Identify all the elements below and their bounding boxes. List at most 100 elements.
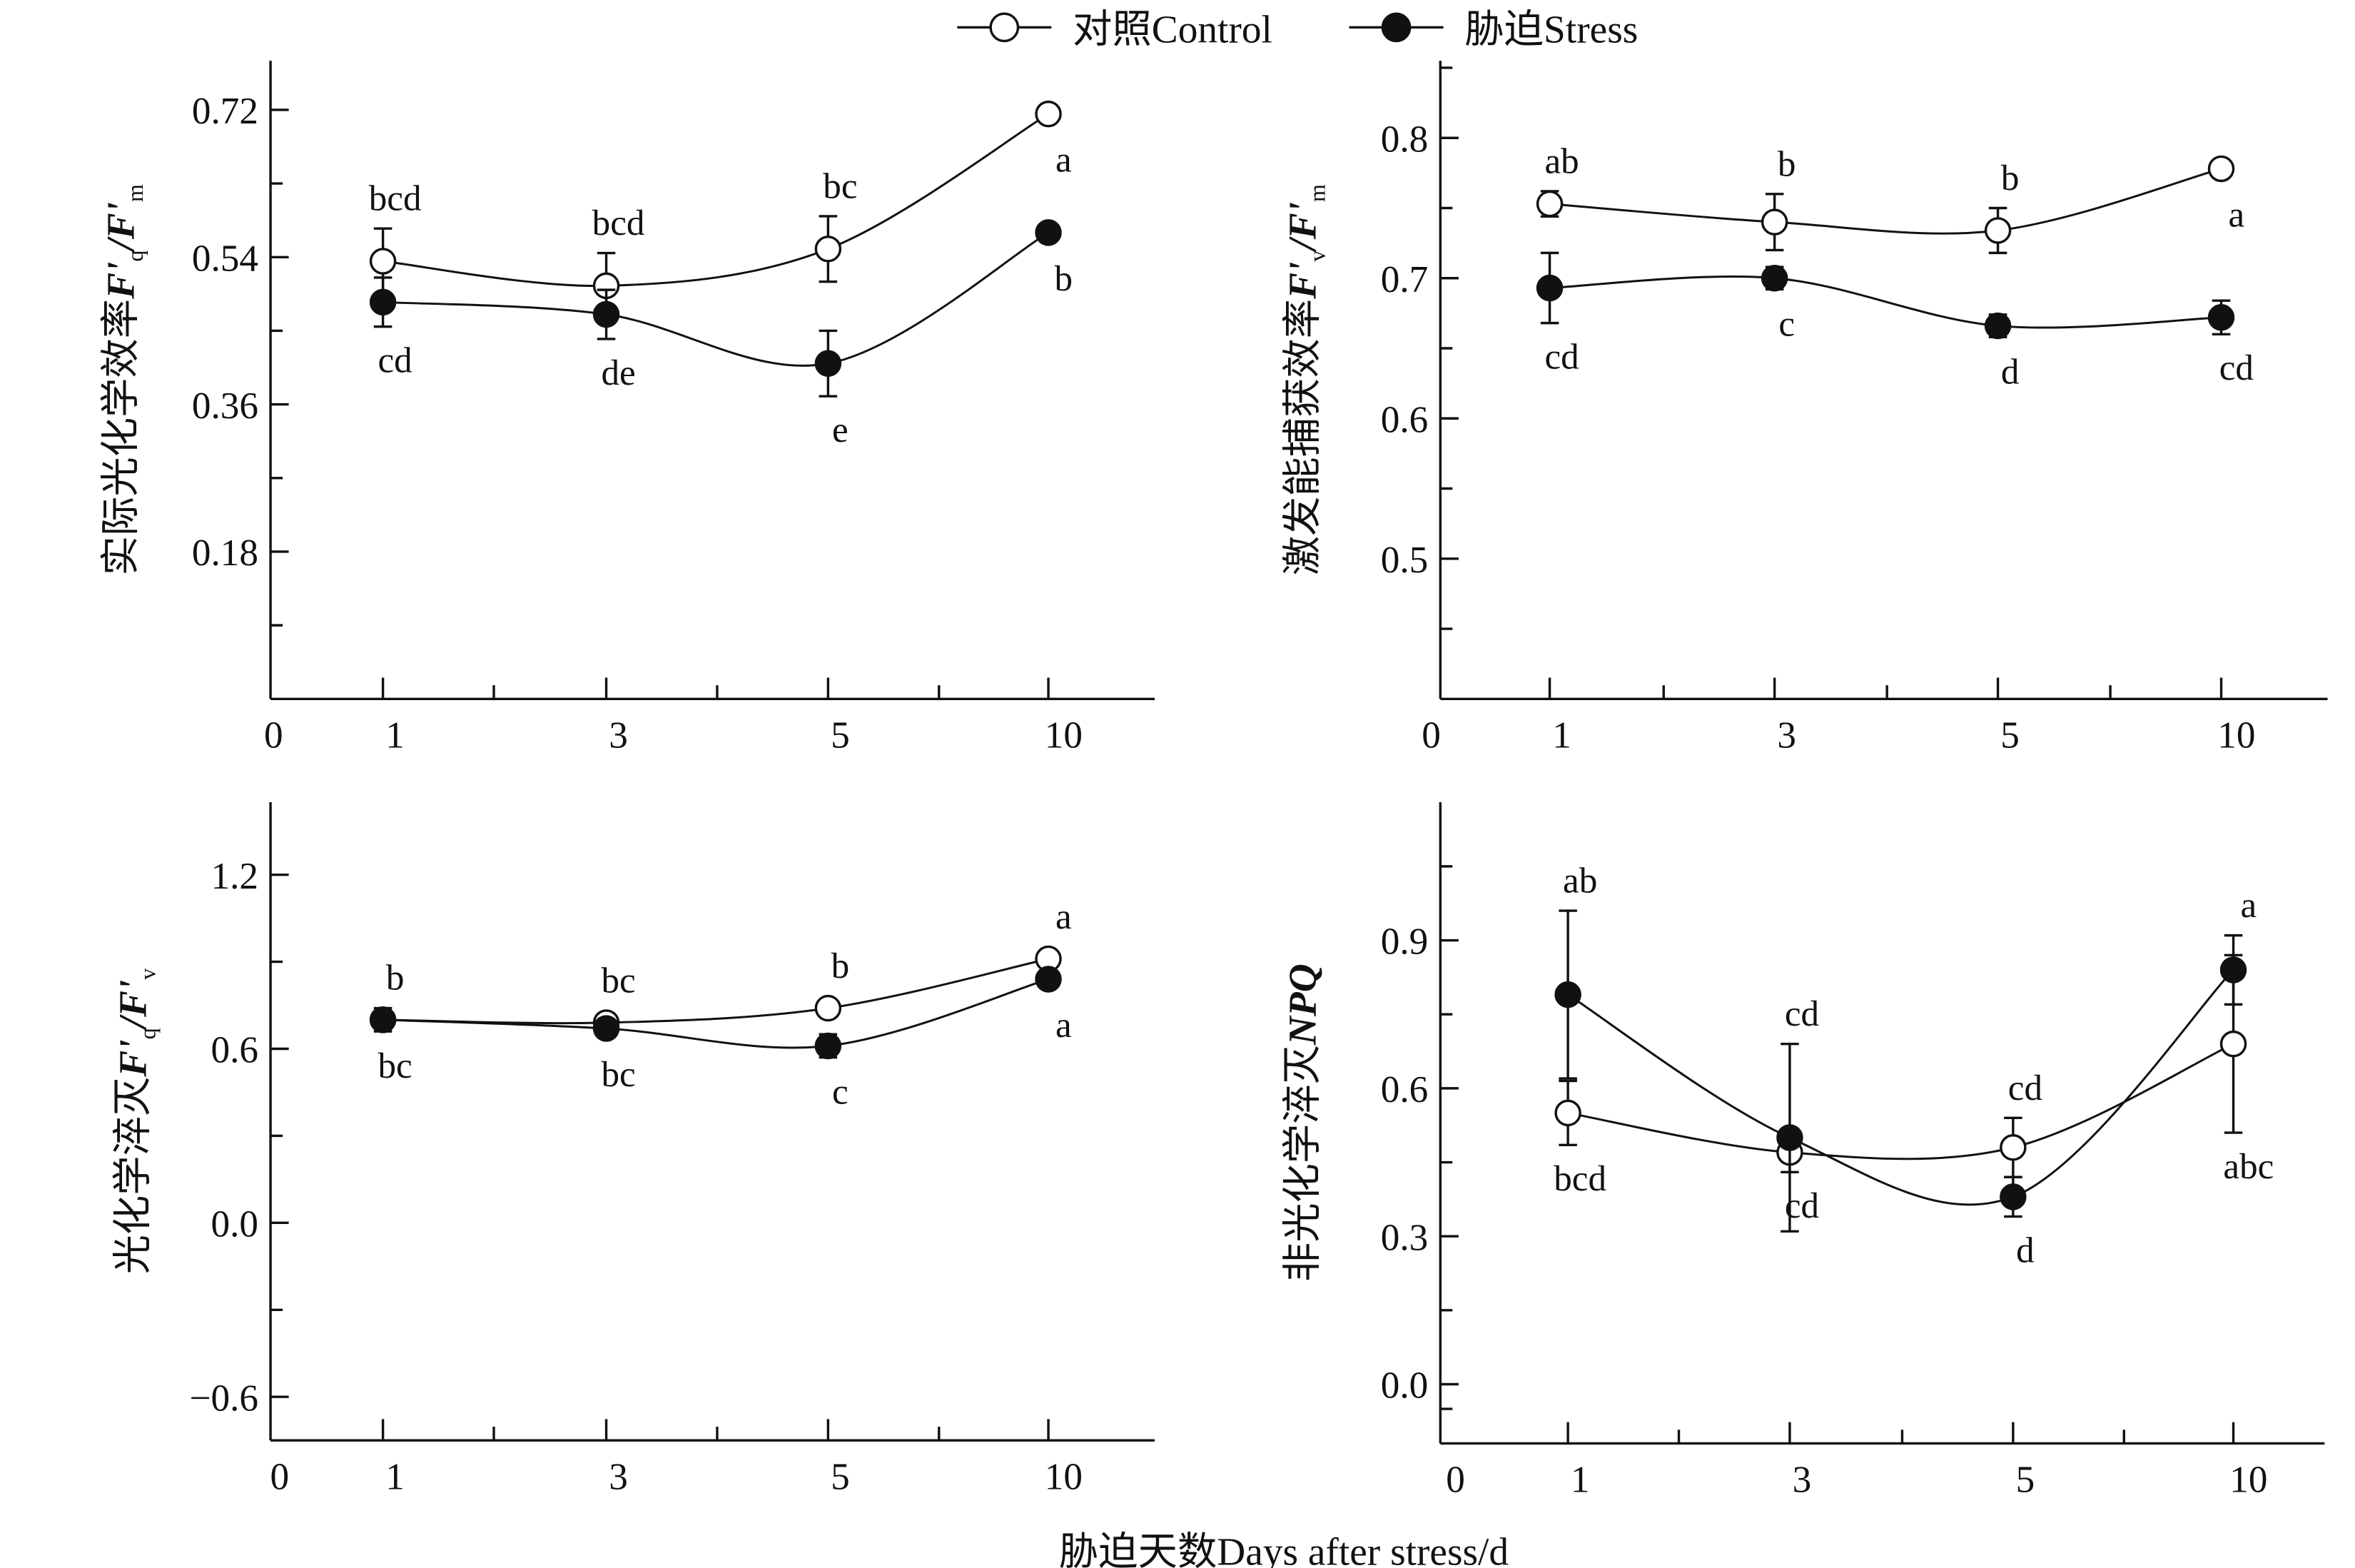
y-axis-label: 激发能捕获效率F'v/F'm xyxy=(1281,184,1330,575)
significance-label: d xyxy=(2016,1230,2035,1270)
significance-label: cd xyxy=(2008,1068,2042,1108)
legend-stress-label: 胁迫Stress xyxy=(1464,8,1638,51)
series-stress: bc bc c a xyxy=(369,966,1072,1112)
data-point-open xyxy=(1761,208,1788,236)
series-control: bcd cd cd abc xyxy=(1554,954,2274,1226)
filled-circle-icon xyxy=(1381,12,1412,43)
y-axis-label-sub1: q xyxy=(135,1028,160,1039)
significance-label: b xyxy=(386,957,405,998)
significance-label: a xyxy=(1055,1005,1072,1046)
significance-label: abc xyxy=(2223,1146,2274,1187)
data-point-filled xyxy=(369,288,397,316)
x-tick-label-origin: 0 xyxy=(1446,1459,1465,1501)
y-axis-label-cn: 激发能捕获效率 xyxy=(1281,299,1325,575)
data-point-open xyxy=(814,236,842,263)
series-line xyxy=(383,978,1049,1049)
y-axis-label-sym: F' xyxy=(111,1039,154,1077)
y-tick-label: 0.72 xyxy=(192,90,258,132)
significance-label: b xyxy=(2001,158,2020,198)
data-point-filled xyxy=(592,300,620,328)
significance-label: bc xyxy=(601,1054,635,1095)
x-tick-label: 10 xyxy=(2217,714,2255,756)
y-axis-label: 实际光化学效率F'q/F'm xyxy=(98,184,148,575)
significance-label: c xyxy=(1778,304,1795,345)
x-tick-label-origin: 0 xyxy=(270,1455,290,1497)
y-axis-label-sub1: v xyxy=(1305,251,1330,262)
data-point-open xyxy=(1035,100,1062,128)
y-axis-label: 光化学淬灭F'q/F'v xyxy=(111,968,160,1275)
x-tick-label: 3 xyxy=(1777,714,1796,756)
legend-item-stress: 胁迫Stress xyxy=(1349,8,1638,51)
legend-item-control: 对照Control xyxy=(957,8,1272,51)
data-point-open xyxy=(2000,1134,2027,1161)
y-tick-label: −0.6 xyxy=(189,1377,258,1419)
y-axis-label-sub2: m xyxy=(123,184,148,202)
x-tick-label: 10 xyxy=(1045,714,1083,756)
y-axis-label-sym: F' xyxy=(1281,262,1325,300)
y-tick-label: 0.6 xyxy=(1381,398,1429,440)
y-tick-label: 0.5 xyxy=(1381,539,1429,581)
data-point-open xyxy=(1554,1099,1581,1127)
significance-label: a xyxy=(2228,194,2244,235)
data-point-filled xyxy=(1536,274,1564,302)
data-point-filled xyxy=(2219,956,2247,983)
y-axis-label: 非光化学淬灭NPQ xyxy=(1281,963,1325,1282)
significance-label: ab xyxy=(1563,861,1597,901)
data-point-open xyxy=(814,994,842,1022)
legend: 对照Control 胁迫Stress xyxy=(957,8,1638,51)
significance-label: b xyxy=(831,946,850,986)
y-tick-label: 0.3 xyxy=(1381,1216,1429,1258)
series-line xyxy=(1549,168,2222,235)
y-axis-label-sym: NPQ xyxy=(1281,963,1325,1046)
x-tick-label: 1 xyxy=(1571,1459,1590,1501)
series-line xyxy=(1567,968,2234,1206)
data-point-filled xyxy=(814,350,842,378)
significance-label: bcd xyxy=(369,178,422,219)
y-axis-label-mid: /F' xyxy=(1281,202,1325,253)
significance-label: b xyxy=(1778,143,1796,184)
x-tick-label: 3 xyxy=(609,1455,628,1497)
x-tick-label-origin: 0 xyxy=(1422,714,1441,756)
data-point-filled xyxy=(1035,966,1062,993)
x-tick-label: 10 xyxy=(2229,1459,2267,1501)
data-point-filled xyxy=(1035,219,1062,246)
data-point-open xyxy=(1536,190,1564,218)
data-point-open xyxy=(2219,1030,2247,1058)
x-tick-label: 5 xyxy=(831,1455,850,1497)
significance-label: e xyxy=(832,410,849,450)
significance-label: cd xyxy=(1785,993,1819,1034)
data-point-filled xyxy=(2000,1183,2027,1210)
y-tick-label: 0.36 xyxy=(192,385,258,427)
significance-label: c xyxy=(832,1071,849,1112)
series-control: ab b b a xyxy=(1536,141,2244,255)
x-tick-label: 1 xyxy=(385,714,405,756)
panel-npq: 0.0 0.3 0.6 0.9 0 1 3 5 10 非光化学淬灭NPQ bcd cd cd abc a bc… xyxy=(1281,802,2325,1501)
significance-label: a xyxy=(2241,885,2257,926)
y-axis-label-sub1: q xyxy=(123,251,148,262)
significance-label: ab xyxy=(1544,141,1579,181)
data-point-open xyxy=(1984,217,2012,244)
significance-label: bc xyxy=(823,166,857,206)
significance-label: de xyxy=(601,353,635,393)
x-axis-label: 胁迫天数Days after stress/d xyxy=(1059,1530,1509,1568)
y-axis-label-cn: 实际光化学效率 xyxy=(98,299,142,575)
x-tick-label: 5 xyxy=(2000,714,2020,756)
x-tick-label: 10 xyxy=(1045,1455,1083,1497)
y-tick-label: 0.54 xyxy=(192,237,258,279)
y-axis-label-sub2: m xyxy=(1305,184,1330,202)
data-point-open xyxy=(2207,155,2235,183)
series-line xyxy=(383,113,1049,288)
y-axis-label-sym: F' xyxy=(98,262,142,300)
significance-label: b xyxy=(1055,258,1073,299)
series-line xyxy=(383,231,1049,367)
significance-label: bcd xyxy=(1554,1158,1606,1199)
data-point-filled xyxy=(592,1015,620,1042)
y-axis-label-mid: /F' xyxy=(111,980,154,1031)
y-tick-label: 1.2 xyxy=(211,855,258,897)
y-axis-label-mid: /F' xyxy=(98,202,142,253)
significance-label: cd xyxy=(1544,336,1579,377)
y-axis-label-cn: 非光化学淬灭 xyxy=(1281,1045,1325,1282)
data-point-open xyxy=(369,248,397,275)
